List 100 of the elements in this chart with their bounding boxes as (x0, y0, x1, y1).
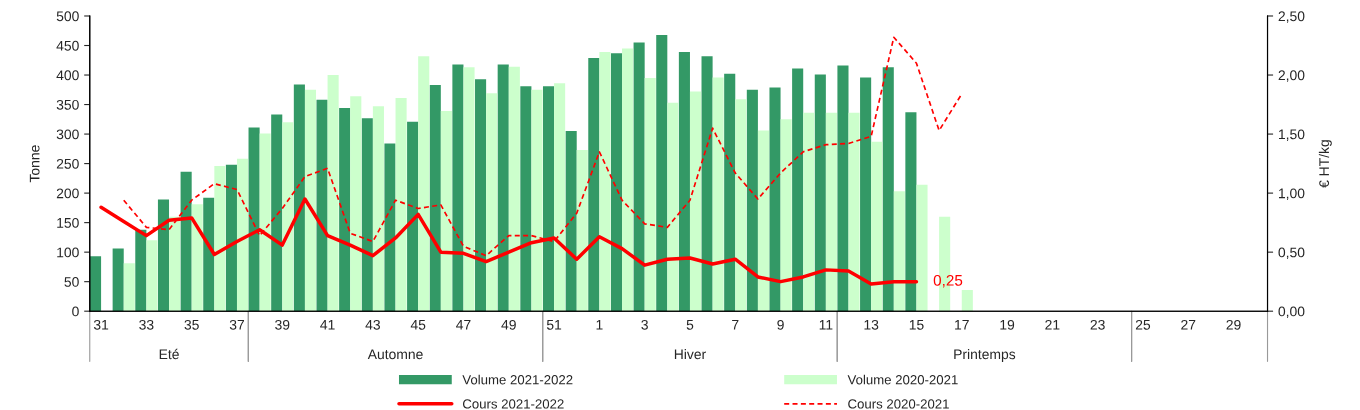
bar (271, 114, 283, 312)
bar (146, 240, 158, 312)
bar (860, 77, 872, 312)
x-tick-label: 13 (864, 319, 879, 330)
bar (89, 256, 102, 312)
bar (599, 52, 611, 312)
bar (825, 112, 837, 312)
legend-label: Volume 2021-2022 (462, 374, 573, 385)
text: Hiver (674, 349, 706, 360)
y-tick-label: 400 (56, 70, 79, 81)
y2-tick-label: 0,00 (1278, 306, 1305, 318)
bar (384, 143, 396, 312)
bar (724, 73, 736, 312)
bar (135, 229, 147, 312)
bar (327, 75, 339, 312)
bar (180, 171, 192, 312)
x-tick-label: 45 (410, 320, 426, 330)
bar (871, 141, 883, 312)
legend-label: Cours 2021-2022 (462, 399, 564, 409)
bar (259, 133, 271, 312)
bar (361, 118, 373, 312)
bar (610, 53, 623, 312)
bar (407, 121, 419, 312)
bar (644, 77, 656, 312)
y2-tick-label: 1,00 (1279, 188, 1305, 200)
bar (916, 184, 928, 312)
bar (191, 204, 203, 312)
x-tick-label: 19 (1000, 319, 1015, 330)
x-tick-label: 33 (139, 319, 154, 330)
bar (678, 52, 690, 312)
x-tick-label: 5 (686, 320, 694, 330)
bar (372, 106, 384, 312)
bar (893, 191, 905, 312)
x-tick-label: 43 (365, 319, 380, 330)
y-tick-label: 300 (56, 129, 79, 140)
bar (757, 130, 770, 312)
bar (814, 74, 826, 312)
y-axis-title: Tonne (29, 145, 40, 183)
bar (588, 57, 600, 312)
bar (293, 84, 305, 312)
x-tick-label: 1 (596, 320, 603, 330)
y-tick-label: 500 (56, 11, 79, 22)
bar (497, 64, 509, 312)
y-tick-label: 150 (57, 217, 79, 228)
bar (169, 216, 181, 312)
x-tick-label: 25 (1135, 319, 1151, 330)
y-tick-label: 0 (72, 306, 79, 317)
bar (565, 131, 577, 312)
bar (701, 56, 713, 312)
bar (203, 197, 215, 312)
legend-label: Volume 2020-2021 (847, 374, 958, 385)
bar (837, 65, 849, 312)
bar (463, 67, 475, 312)
x-tick-label: 41 (320, 320, 335, 330)
x-tick-label: 15 (909, 320, 924, 330)
x-tick-label: 27 (1181, 319, 1196, 330)
y-tick-label: 350 (56, 99, 79, 110)
bar (123, 263, 135, 312)
x-tick-label: 47 (456, 320, 471, 330)
bar (622, 48, 634, 312)
x-tick-label: 17 (955, 320, 969, 330)
x-tick-label: 51 (546, 320, 562, 330)
bar (656, 34, 668, 312)
bar (769, 87, 781, 312)
x-tick-label: 11 (819, 320, 833, 330)
bar (882, 67, 894, 312)
bar (282, 122, 294, 312)
x-tick-label: 39 (275, 319, 290, 330)
bar (712, 77, 724, 312)
bar (520, 86, 532, 312)
y-tick-label: 200 (56, 188, 79, 199)
y-tick-label: 250 (56, 158, 79, 169)
y2-axis-title: € HT/kg (1318, 140, 1332, 188)
bar (452, 64, 464, 312)
x-tick-label: 49 (501, 319, 516, 330)
bar (848, 112, 860, 312)
y2-tick-label: 1,50 (1279, 129, 1305, 141)
bar (486, 93, 498, 312)
y-tick-label: 50 (64, 277, 79, 287)
bar (689, 91, 702, 312)
y2-tick-label: 2,00 (1278, 70, 1305, 82)
annotation: 0,25 (933, 274, 963, 288)
bar (350, 96, 362, 312)
bar (961, 289, 973, 312)
bar (418, 56, 430, 312)
bar (225, 164, 237, 312)
bar (236, 158, 249, 312)
bar (542, 86, 555, 312)
text: Eté (159, 348, 179, 360)
bar (157, 199, 170, 312)
x-tick-label: 35 (184, 319, 199, 330)
text: Printemps (954, 349, 1016, 362)
bar (633, 42, 645, 312)
x-tick-label: 37 (229, 319, 245, 330)
legend-label: Cours 2020-2021 (848, 399, 949, 409)
bar (508, 66, 520, 312)
bar (395, 98, 407, 312)
y2-tick-label: 2,50 (1278, 11, 1305, 23)
bar (576, 150, 588, 312)
x-tick-label: 9 (777, 319, 784, 330)
